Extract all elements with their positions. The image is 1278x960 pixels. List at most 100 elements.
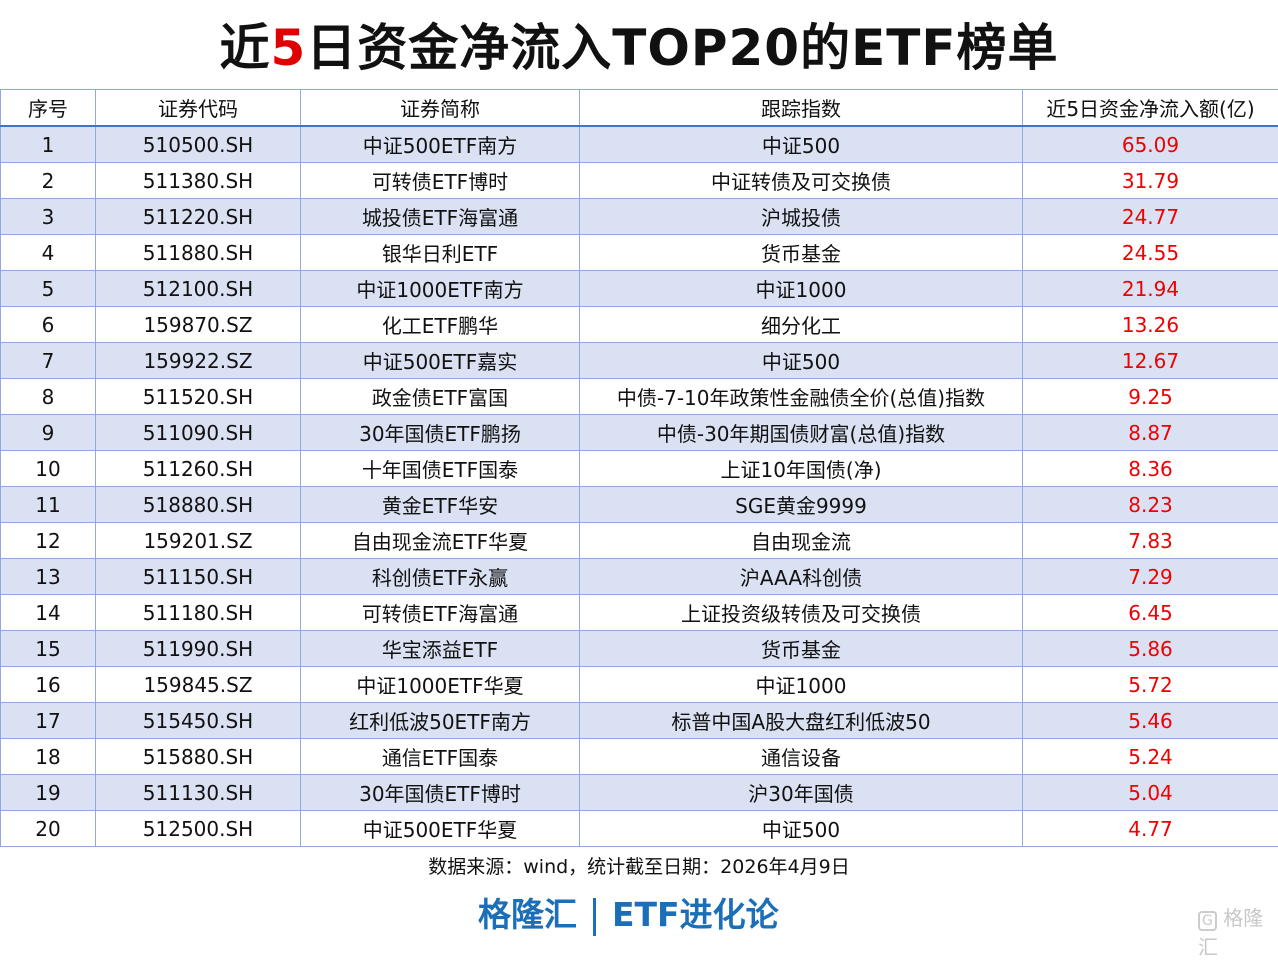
cell-rank: 11 [1,487,96,523]
cell-rank: 3 [1,199,96,235]
cell-code: 511130.SH [96,775,301,811]
cell-name: 30年国债ETF博时 [301,775,580,811]
cell-inflow: 65.09 [1023,126,1278,163]
cell-name: 科创债ETF永赢 [301,559,580,595]
cell-inflow: 24.77 [1023,199,1278,235]
cell-inflow: 7.29 [1023,559,1278,595]
cell-name: 中证500ETF华夏 [301,811,580,847]
cell-inflow: 7.83 [1023,523,1278,559]
cell-rank: 14 [1,595,96,631]
title-highlight: 5 [270,19,306,77]
cell-index: 沪AAA科创债 [580,559,1023,595]
cell-code: 518880.SH [96,487,301,523]
cell-rank: 12 [1,523,96,559]
cell-inflow: 13.26 [1023,307,1278,343]
cell-index: 货币基金 [580,235,1023,271]
cell-code: 511990.SH [96,631,301,667]
cell-code: 511260.SH [96,451,301,487]
cell-name: 政金债ETF富国 [301,379,580,415]
cell-index: 中证500 [580,811,1023,847]
cell-name: 中证500ETF南方 [301,126,580,163]
cell-name: 黄金ETF华安 [301,487,580,523]
source-note: 数据来源：wind，统计截至日期：2026年4月9日 [0,852,1278,879]
cell-inflow: 5.04 [1023,775,1278,811]
cell-code: 511180.SH [96,595,301,631]
header-code: 证券代码 [96,90,301,127]
cell-rank: 2 [1,163,96,199]
cell-rank: 17 [1,703,96,739]
cell-inflow: 5.86 [1023,631,1278,667]
header-rank: 序号 [1,90,96,127]
watermark-logo: G 格隆汇 [1198,902,1278,960]
cell-rank: 15 [1,631,96,667]
cell-index: 中证500 [580,126,1023,163]
cell-name: 30年国债ETF鹏扬 [301,415,580,451]
header-name: 证券简称 [301,90,580,127]
cell-rank: 19 [1,775,96,811]
cell-index: 标普中国A股大盘红利低波50 [580,703,1023,739]
cell-name: 中证1000ETF华夏 [301,667,580,703]
cell-inflow: 4.77 [1023,811,1278,847]
cell-index: 沪城投债 [580,199,1023,235]
cell-code: 511220.SH [96,199,301,235]
page-title: 近5日资金净流入TOP20的ETF榜单 [0,8,1278,80]
cell-inflow: 12.67 [1023,343,1278,379]
cell-name: 中证500ETF嘉实 [301,343,580,379]
cell-index: SGE黄金9999 [580,487,1023,523]
cell-index: 沪30年国债 [580,775,1023,811]
cell-code: 515880.SH [96,739,301,775]
cell-name: 红利低波50ETF南方 [301,703,580,739]
cell-rank: 6 [1,307,96,343]
cell-index: 中证转债及可交换债 [580,163,1023,199]
cell-index: 自由现金流 [580,523,1023,559]
cell-code: 511520.SH [96,379,301,415]
cell-index: 中证500 [580,343,1023,379]
cell-code: 511090.SH [96,415,301,451]
cell-rank: 4 [1,235,96,271]
cell-name: 十年国债ETF国泰 [301,451,580,487]
cell-index: 中债-7-10年政策性金融债全价(总值)指数 [580,379,1023,415]
cell-code: 511150.SH [96,559,301,595]
cell-code: 515450.SH [96,703,301,739]
cell-inflow: 9.25 [1023,379,1278,415]
cell-code: 159870.SZ [96,307,301,343]
cell-rank: 13 [1,559,96,595]
cell-rank: 10 [1,451,96,487]
cell-name: 自由现金流ETF华夏 [301,523,580,559]
table-header: 序号 证券代码 证券简称 跟踪指数 近5日资金净流入额(亿) [1,90,1278,127]
cell-inflow: 21.94 [1023,271,1278,307]
cell-inflow: 8.87 [1023,415,1278,451]
cell-inflow: 5.24 [1023,739,1278,775]
title-post: 日资金净流入TOP20的ETF榜单 [306,19,1058,77]
cell-inflow: 5.46 [1023,703,1278,739]
cell-code: 511380.SH [96,163,301,199]
cell-rank: 5 [1,271,96,307]
cell-index: 细分化工 [580,307,1023,343]
cell-name: 化工ETF鹏华 [301,307,580,343]
header-inflow: 近5日资金净流入额(亿) [1023,90,1278,127]
cell-index: 中证1000 [580,667,1023,703]
cell-code: 512500.SH [96,811,301,847]
cell-inflow: 8.23 [1023,487,1278,523]
cell-name: 城投债ETF海富通 [301,199,580,235]
cell-inflow: 31.79 [1023,163,1278,199]
cell-index: 上证投资级转债及可交换债 [580,595,1023,631]
cell-name: 华宝添益ETF [301,631,580,667]
cell-index: 通信设备 [580,739,1023,775]
